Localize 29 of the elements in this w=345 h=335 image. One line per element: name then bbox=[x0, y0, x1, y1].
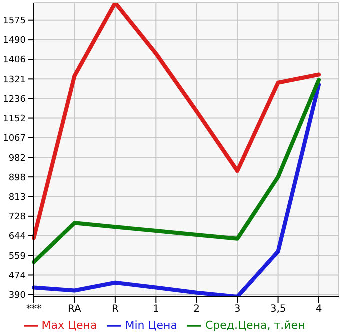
y-tick-label: 1406 bbox=[3, 56, 26, 66]
x-tick-label: RA bbox=[68, 304, 82, 316]
y-tick-label: 1575 bbox=[3, 16, 26, 27]
x-tick-label: 1 bbox=[152, 304, 160, 316]
line-series bbox=[32, 3, 321, 240]
y-tick-label: 982 bbox=[8, 154, 26, 164]
y-tick-label: 1236 bbox=[3, 95, 26, 106]
y-tick-label: 898 bbox=[8, 173, 26, 184]
y-tick-label: 1152 bbox=[3, 114, 26, 124]
y-tick-label: 474 bbox=[8, 271, 26, 282]
y-tick-label: 644 bbox=[8, 232, 26, 242]
y-tick-label: 1067 bbox=[3, 134, 26, 144]
x-tick-label: 3,5 bbox=[270, 304, 286, 316]
x-tick-label: 2 bbox=[194, 304, 200, 316]
x-tick-label: *** bbox=[26, 304, 42, 316]
x-tick-label: R bbox=[112, 304, 119, 316]
line-series bbox=[32, 78, 321, 264]
x-tick-label: 4 bbox=[316, 304, 322, 316]
legend-label: Min Цена bbox=[125, 319, 178, 332]
y-tick-label: 1490 bbox=[3, 36, 26, 46]
y-tick-label: 1321 bbox=[3, 75, 26, 86]
y-tick-label: 559 bbox=[8, 252, 26, 262]
y-tick-label: 390 bbox=[8, 290, 26, 301]
x-tick-label: 3 bbox=[234, 304, 241, 316]
legend-label: Max Цена bbox=[42, 319, 98, 332]
legend-label: Сред.Цена, т.йен bbox=[205, 319, 306, 332]
y-tick-label: 728 bbox=[8, 212, 26, 223]
y-tick-label: 813 bbox=[8, 192, 26, 203]
line-series bbox=[32, 82, 321, 297]
